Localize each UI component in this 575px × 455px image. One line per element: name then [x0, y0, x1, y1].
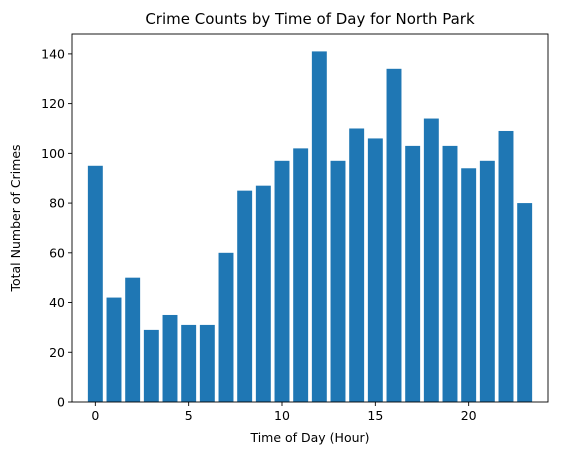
y-tick-label: 120 — [41, 96, 65, 111]
chart-title: Crime Counts by Time of Day for North Pa… — [145, 10, 475, 28]
x-tick-label: 10 — [274, 408, 290, 423]
bar-hour-6 — [199, 324, 215, 402]
bars-group — [87, 51, 533, 403]
bar-hour-21 — [479, 160, 495, 402]
bar-hour-16 — [386, 68, 402, 402]
y-tick-label: 0 — [57, 395, 65, 410]
y-tick-label: 80 — [49, 196, 65, 211]
y-axis-label: Total Number of Crimes — [8, 144, 23, 292]
bar-hour-19 — [442, 145, 458, 402]
bar-hour-20 — [461, 168, 477, 402]
y-tick-label: 40 — [49, 295, 65, 310]
plot-frame — [71, 33, 549, 403]
bar-hour-23 — [517, 203, 533, 402]
bar-hour-14 — [349, 128, 365, 402]
bar-hour-15 — [367, 138, 383, 402]
bar-hour-12 — [311, 51, 327, 403]
bar-hour-10 — [274, 160, 290, 402]
bar-hour-18 — [423, 118, 439, 403]
x-tick-label: 0 — [91, 408, 99, 423]
bar-hour-22 — [498, 130, 514, 403]
bar-hour-0 — [87, 165, 103, 402]
x-axis-label: Time of Day (Hour) — [249, 430, 369, 445]
bar-hour-13 — [330, 160, 346, 402]
bar-hour-3 — [143, 329, 159, 402]
y-tick-label: 140 — [41, 46, 65, 61]
x-tick-label: 15 — [367, 408, 383, 423]
bar-hour-1 — [106, 297, 122, 402]
y-tick-label: 20 — [49, 345, 65, 360]
x-axis-ticks: 0 5 10 15 20 — [91, 402, 477, 423]
bar-hour-11 — [293, 148, 309, 402]
bar-hour-9 — [255, 185, 271, 402]
x-tick-label: 5 — [185, 408, 193, 423]
bar-hour-17 — [405, 145, 421, 402]
bar-hour-7 — [218, 252, 234, 402]
bar-hour-5 — [181, 324, 197, 402]
x-tick-label: 20 — [461, 408, 477, 423]
y-tick-label: 60 — [49, 245, 65, 260]
y-tick-label: 100 — [41, 146, 65, 161]
bar-hour-2 — [125, 277, 141, 402]
y-axis-ticks: 0 20 40 60 80 100 120 140 — [41, 46, 72, 410]
bar-hour-4 — [162, 314, 178, 402]
bar-hour-8 — [237, 190, 253, 402]
